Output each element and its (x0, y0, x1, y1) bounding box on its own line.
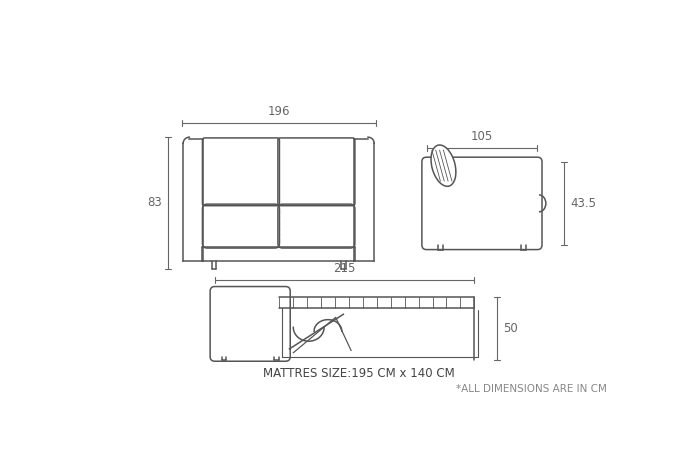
Text: 105: 105 (471, 130, 493, 143)
Text: 43.5: 43.5 (570, 197, 596, 210)
Text: MATTRES SIZE:195 CM x 140 CM: MATTRES SIZE:195 CM x 140 CM (263, 367, 454, 380)
Text: 196: 196 (267, 105, 290, 118)
Ellipse shape (431, 145, 456, 186)
Text: *ALL DIMENSIONS ARE IN CM: *ALL DIMENSIONS ARE IN CM (456, 384, 607, 394)
Text: 215: 215 (333, 262, 356, 275)
Text: 83: 83 (147, 197, 162, 210)
Text: 50: 50 (503, 322, 518, 335)
